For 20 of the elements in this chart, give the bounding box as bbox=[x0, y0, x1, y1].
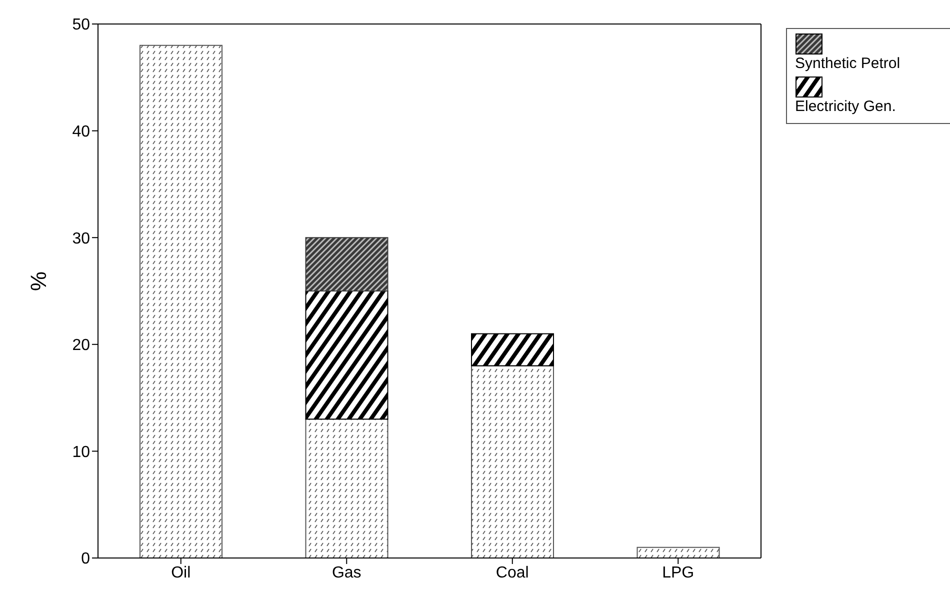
x-tick-label: Oil bbox=[171, 564, 191, 582]
legend-label: Electricity Gen. bbox=[795, 98, 897, 115]
bar bbox=[140, 44, 222, 558]
legend-label: Synthetic Petrol bbox=[795, 55, 902, 72]
y-tick-label: 40 bbox=[72, 123, 90, 140]
y-tick-label: 0 bbox=[81, 550, 90, 568]
bar bbox=[305, 418, 388, 558]
x-tick-label: Gas bbox=[332, 564, 362, 582]
x-tick-label: LPG bbox=[662, 564, 694, 582]
bar bbox=[305, 237, 388, 292]
y-axis-title: % bbox=[26, 271, 51, 291]
y-tick-label: 20 bbox=[72, 337, 90, 354]
y-tick-label: 10 bbox=[72, 444, 90, 461]
y-tick-label: 50 bbox=[72, 16, 90, 34]
bar bbox=[471, 365, 554, 558]
x-tick-label: Coal bbox=[496, 564, 529, 582]
bar bbox=[636, 546, 720, 558]
y-tick-label: 30 bbox=[72, 230, 90, 248]
bar bbox=[471, 333, 554, 366]
bar bbox=[305, 290, 388, 420]
